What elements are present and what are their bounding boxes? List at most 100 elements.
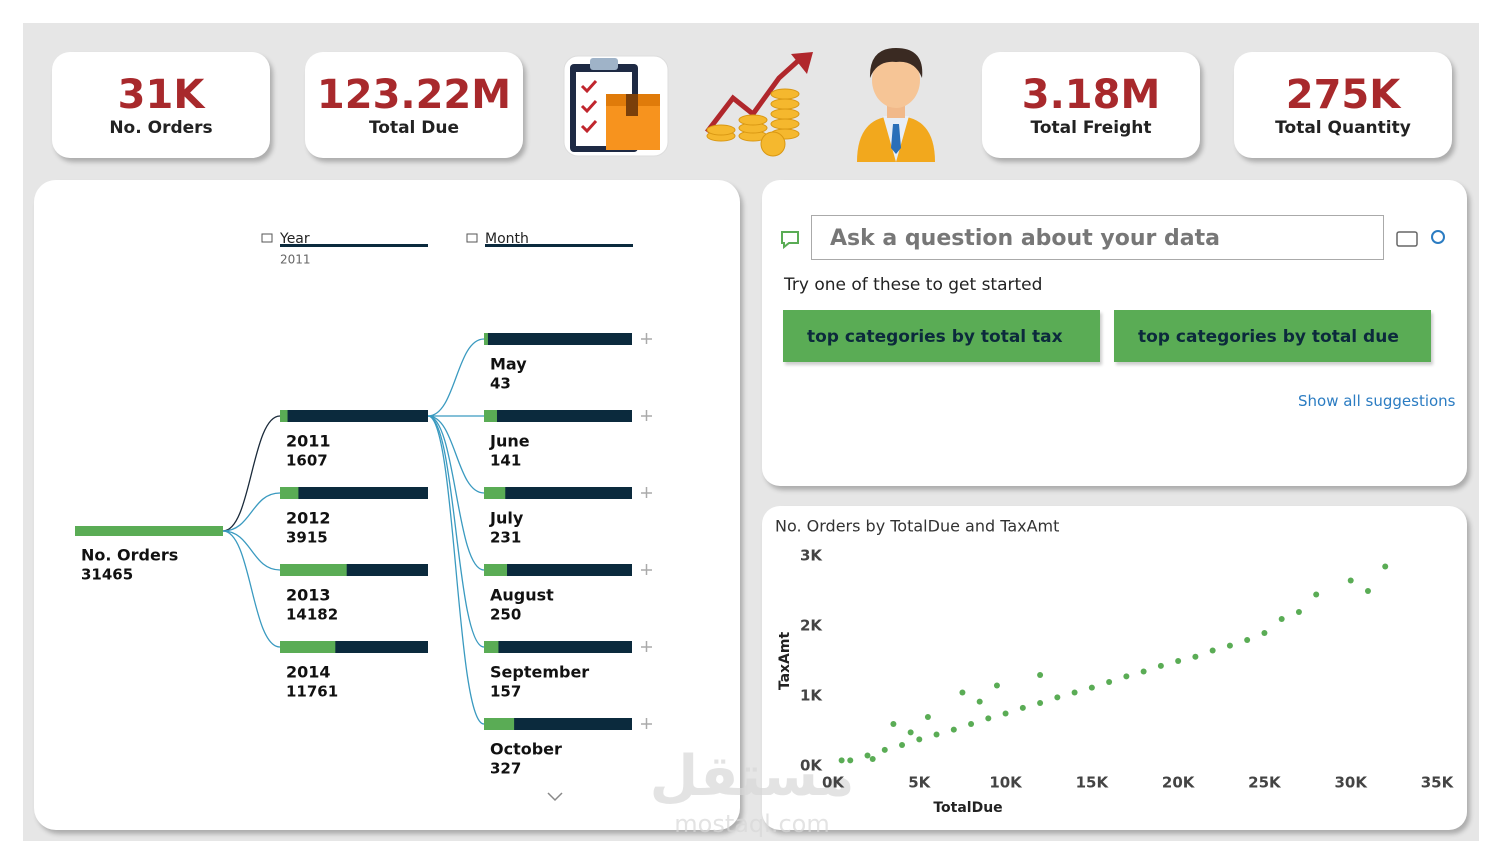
node-bar xyxy=(484,718,515,730)
scatter-point xyxy=(950,726,957,733)
node-bar-track xyxy=(484,333,632,345)
expand-plus[interactable] xyxy=(641,410,652,421)
node-label: No. Orders xyxy=(81,546,178,565)
scatter-point xyxy=(1313,591,1320,598)
expand-plus[interactable] xyxy=(641,333,652,344)
connector xyxy=(222,530,281,648)
show-all-link[interactable]: Show all suggestions xyxy=(1298,392,1456,410)
scatter-point xyxy=(1002,710,1009,717)
scatter-point xyxy=(869,756,876,762)
suggestion-button[interactable]: top categories by total tax xyxy=(783,310,1100,362)
node-bar xyxy=(280,487,299,499)
scatter-point xyxy=(993,682,1000,689)
node-label: October xyxy=(490,740,562,759)
scatter-point xyxy=(1192,653,1199,660)
x-tick-label: 0K xyxy=(822,774,845,792)
kpi-value: 123.22M xyxy=(316,72,512,118)
node-bar xyxy=(484,641,499,653)
kpi-label: Total Freight xyxy=(1030,118,1152,138)
kpi-card: 31K No. Orders xyxy=(52,52,270,158)
scatter-card xyxy=(762,506,1467,830)
scatter-point xyxy=(1071,689,1078,696)
node-value: 157 xyxy=(490,683,521,701)
level-filter: 2011 xyxy=(280,253,311,267)
expand-plus[interactable] xyxy=(641,487,652,498)
scatter-point xyxy=(959,689,966,696)
kpi-label: Total Due xyxy=(368,118,460,138)
qa-icon xyxy=(781,231,799,250)
kpi-value: 31K xyxy=(117,72,205,118)
watermark: mostaql.com xyxy=(674,810,829,838)
node-bar xyxy=(280,410,288,422)
x-tick-label: 30K xyxy=(1334,774,1368,792)
node-value: 43 xyxy=(490,375,511,393)
expand-plus[interactable] xyxy=(641,718,652,729)
x-axis-title: TotalDue xyxy=(933,800,1002,816)
scatter-point xyxy=(847,757,854,764)
level-header: Year xyxy=(279,231,310,247)
y-axis-title: TaxAmt xyxy=(777,632,793,691)
scatter-point xyxy=(976,698,983,705)
scatter-point xyxy=(924,714,931,720)
prompt-text: Try one of these to get started xyxy=(784,275,1043,295)
node-value: 141 xyxy=(490,452,521,470)
scatter-point xyxy=(1364,588,1371,594)
employee-icon xyxy=(857,48,935,162)
node-value: 231 xyxy=(490,529,521,547)
scatter-point xyxy=(1037,700,1044,706)
x-tick-label: 15K xyxy=(1076,774,1110,792)
x-tick-label: 25K xyxy=(1248,774,1282,792)
node-bar-track xyxy=(484,641,632,653)
scroll-chevron[interactable] xyxy=(547,792,563,802)
kpi-card: 275K Total Quantity xyxy=(1234,52,1452,158)
x-tick-label: 35K xyxy=(1421,774,1455,792)
lock-icon xyxy=(261,233,273,243)
node-bar xyxy=(280,641,336,653)
x-tick-label: 20K xyxy=(1162,774,1196,792)
node-value: 1607 xyxy=(286,452,328,470)
scatter-point xyxy=(1123,673,1130,680)
node-label: September xyxy=(490,663,589,682)
node-value: 327 xyxy=(490,760,521,778)
suggestion-button[interactable]: top categories by total due xyxy=(1114,310,1431,362)
y-tick-label: 0K xyxy=(800,757,823,775)
node-value: 14182 xyxy=(286,606,338,624)
question-input[interactable]: Ask a question about your data xyxy=(811,215,1384,260)
kpi-value: 275K xyxy=(1285,72,1401,118)
growth-icon xyxy=(705,52,813,157)
kpi-label: Total Quantity xyxy=(1275,118,1411,138)
header-underline xyxy=(280,244,428,247)
settings-icon[interactable] xyxy=(1431,230,1445,244)
expand-plus[interactable] xyxy=(641,641,652,652)
header-underline xyxy=(485,244,633,247)
scatter-point xyxy=(1347,577,1354,584)
scatter-point xyxy=(985,715,992,722)
node-bar xyxy=(75,526,223,536)
scatter-point xyxy=(1140,668,1147,675)
node-bar xyxy=(484,410,497,422)
kpi-label: No. Orders xyxy=(109,118,213,138)
node-bar-track xyxy=(484,487,632,499)
y-tick-label: 1K xyxy=(800,687,823,705)
kpi-card: 123.22M Total Due xyxy=(305,52,523,158)
connector xyxy=(222,492,281,532)
connector xyxy=(427,415,485,571)
scatter-point xyxy=(1157,662,1164,669)
scatter-point xyxy=(890,721,897,727)
scatter-point xyxy=(1175,658,1182,664)
node-label: May xyxy=(490,355,527,374)
node-bar-track xyxy=(484,718,632,730)
x-tick-label: 5K xyxy=(908,774,931,792)
scatter-point xyxy=(838,757,845,764)
scatter-point xyxy=(1037,672,1044,678)
scatter-point xyxy=(1295,609,1302,615)
x-tick-label: 10K xyxy=(989,774,1023,792)
node-label: 2013 xyxy=(286,586,331,605)
expand-plus[interactable] xyxy=(641,564,652,575)
scatter-point xyxy=(1244,637,1251,643)
expand-icon[interactable] xyxy=(1396,231,1418,247)
node-label: June xyxy=(489,432,530,451)
scatter-point xyxy=(916,736,923,743)
node-label: August xyxy=(490,586,554,605)
